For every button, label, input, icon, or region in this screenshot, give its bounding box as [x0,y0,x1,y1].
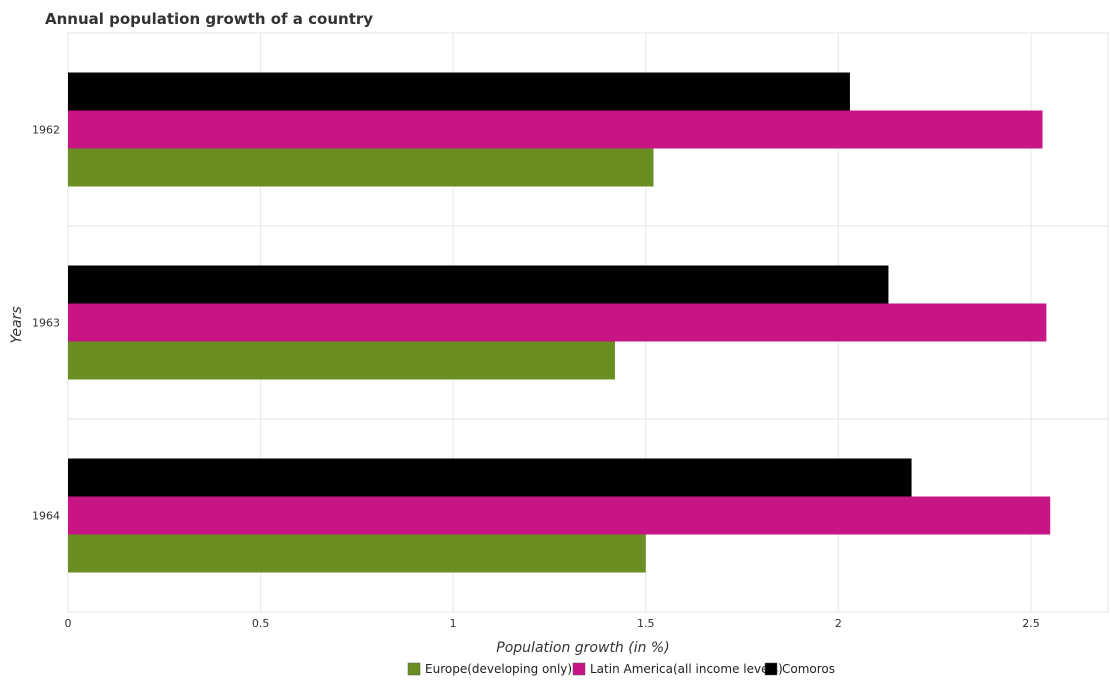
x-axis-label: Population growth (in %) [496,640,669,656]
x-tick-label: 1.5 [637,617,655,630]
legend-swatch [764,662,778,676]
bar-1962-series-1 [68,110,1043,149]
legend-label: Europe(developing only) [425,662,572,676]
bar-1963-series-1 [68,303,1047,342]
bar-1962-series-0 [68,148,654,187]
y-tick-labels: 1962 1963 1964 [32,124,60,523]
legend: Europe(developing only) Latin America(all… [407,662,835,676]
x-tick-labels: 0 0.5 1 1.5 2 2.5 [65,617,1040,630]
x-tick-label: 1 [450,617,457,630]
bar-1964-series-0 [68,534,646,573]
y-axis-label: Years [9,306,25,343]
legend-label: Latin America(all income levels) [590,662,783,676]
legend-label: Comoros [782,662,835,676]
bars [68,72,1051,573]
bar-1962-series-2 [68,72,850,111]
x-tick-label: 0 [65,617,72,630]
x-tick-label: 2 [835,617,842,630]
bar-1964-series-2 [68,458,912,497]
bar-1963-series-0 [68,341,615,380]
y-tick-label: 1963 [32,317,60,330]
bar-1964-series-1 [68,496,1051,535]
bar-1963-series-2 [68,265,889,304]
y-tick-label: 1962 [32,124,60,137]
chart-title: Annual population growth of a country [45,10,373,28]
legend-swatch [572,662,586,676]
legend-swatch [407,662,421,676]
x-tick-label: 0.5 [252,617,270,630]
x-tick-label: 2.5 [1022,617,1040,630]
y-tick-label: 1964 [32,510,60,523]
